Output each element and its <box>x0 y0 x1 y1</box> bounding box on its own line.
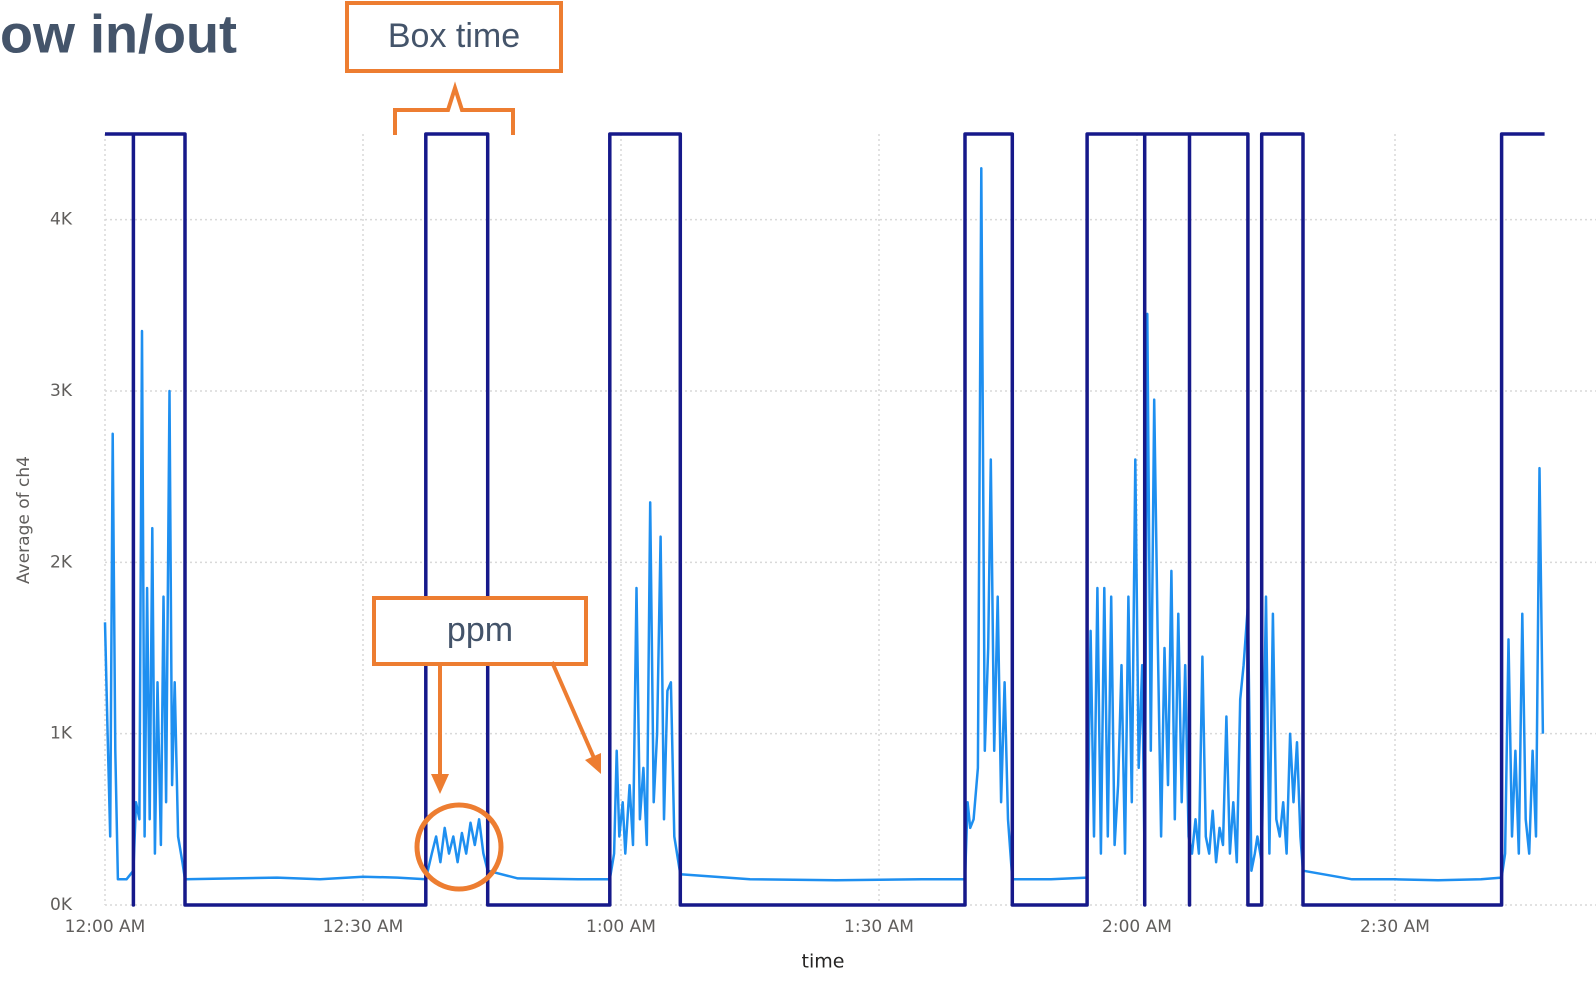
y-tick-label: 2K <box>50 552 73 572</box>
bracket <box>393 81 515 135</box>
x-tick-label: 12:30 AM <box>323 917 404 937</box>
x-tick-label: 1:30 AM <box>844 917 914 937</box>
data-line <box>103 167 1545 882</box>
y-tick-label: 0K <box>50 895 73 915</box>
y-tick-label: 1K <box>50 724 73 744</box>
annotation-box <box>345 1 563 73</box>
data-line <box>105 132 1545 907</box>
x-tick-label: 12:00 AM <box>65 917 146 937</box>
x-tick-label: 2:00 AM <box>1102 917 1172 937</box>
x-tick-label: 2:30 AM <box>1360 917 1430 937</box>
y-tick-label: 4K <box>50 210 73 230</box>
arrowhead <box>431 774 449 794</box>
plot-area: 0K 1K 2K 3K 4K 12:00 AM 12:30 AM 1:00 AM 1:30 AM… <box>50 132 1596 937</box>
chart-title: ow in/out <box>0 4 237 64</box>
annotation-text: Box time <box>388 17 520 55</box>
x-tick-label: 1:00 AM <box>586 917 656 937</box>
y-axis-label: Average of ch4 <box>14 456 34 584</box>
annotation-group: ppm <box>372 596 601 892</box>
arrow <box>550 661 596 759</box>
highlight-circle <box>414 802 504 892</box>
x-axis-label: time <box>802 951 845 973</box>
arrowhead <box>585 753 601 774</box>
annotation-text: ppm <box>447 611 513 649</box>
annotation-box <box>372 596 588 666</box>
y-tick-label: 3K <box>50 381 73 401</box>
